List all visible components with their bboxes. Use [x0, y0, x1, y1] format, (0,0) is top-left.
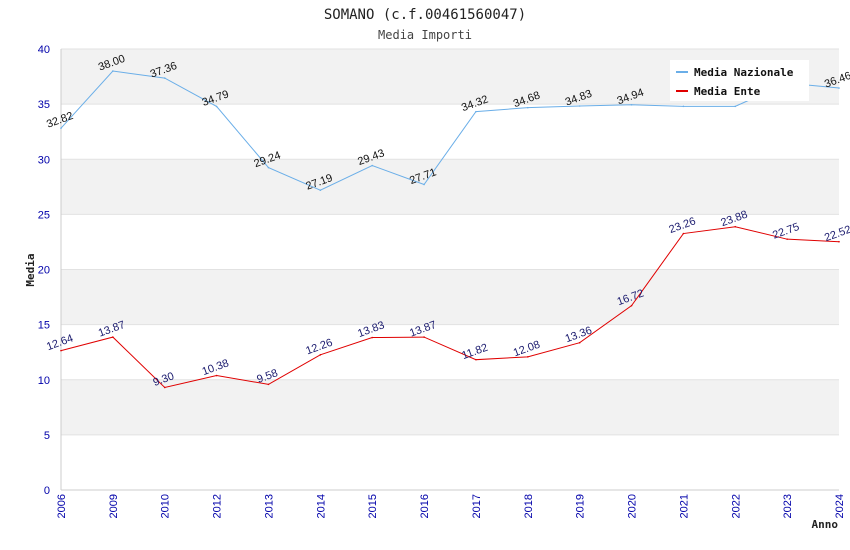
data-point [527, 106, 529, 109]
data-point [475, 358, 477, 361]
data-point [682, 105, 685, 108]
y-tick-label: 5 [44, 430, 50, 442]
data-point [319, 189, 322, 192]
grid-band [61, 269, 839, 325]
data-point [682, 232, 685, 235]
data-point [112, 70, 114, 72]
data-point [734, 225, 737, 228]
x-tick-label: 2013 [263, 494, 275, 518]
data-point [112, 336, 114, 338]
data-point [578, 105, 581, 107]
x-tick-label: 2019 [575, 494, 587, 518]
y-axis-label: Media [24, 253, 37, 286]
grid-bands [61, 49, 839, 490]
data-point [786, 238, 788, 240]
series-line [60, 226, 840, 389]
data-point [163, 386, 166, 389]
data-point [527, 356, 529, 358]
chart-title: SOMANO (c.f.00461560047) [324, 7, 526, 23]
grid-band [61, 379, 839, 435]
y-tick-label: 15 [38, 320, 50, 332]
data-point [215, 105, 218, 108]
data-point [267, 383, 270, 386]
y-axis-ticks: 0 5 10 15 20 25 30 35 40 [38, 44, 50, 497]
data-point [578, 341, 581, 344]
chart-subtitle: Media Importi [378, 28, 472, 42]
y-tick-label: 40 [38, 44, 50, 56]
data-point [423, 183, 425, 186]
grid-band [61, 159, 839, 215]
data-point [371, 164, 374, 167]
data-point [630, 103, 633, 106]
x-tick-label: 2014 [315, 494, 327, 518]
data-point [734, 105, 737, 108]
x-axis-ticks: 2006 2009 2010 2012 2013 2014 2015 2016 2017 2018… [56, 494, 846, 518]
x-tick-label: 2018 [523, 494, 535, 518]
y-tick-label: 20 [38, 265, 50, 277]
y-tick-label: 0 [44, 485, 50, 497]
grid-band [61, 214, 839, 270]
x-tick-label: 2022 [730, 494, 742, 518]
x-tick-label: 2023 [782, 494, 794, 518]
y-tick-label: 10 [38, 375, 50, 387]
grid-band [61, 434, 839, 490]
data-point [60, 127, 62, 129]
x-tick-label: 2012 [212, 494, 224, 518]
data-point [60, 349, 62, 352]
legend-label: Media Ente [694, 85, 761, 98]
x-tick-label: 2009 [108, 494, 120, 518]
data-point [423, 336, 425, 338]
data-point [838, 87, 840, 89]
data-point [319, 354, 322, 356]
y-tick-label: 35 [38, 99, 50, 111]
legend-box [670, 60, 809, 101]
x-tick-label: 2016 [419, 494, 431, 518]
legend: Media Nazionale Media Ente [670, 60, 809, 101]
data-point [267, 166, 270, 169]
data-point [475, 110, 477, 113]
data-point [215, 374, 218, 377]
grid-band [61, 104, 839, 160]
grid-band [61, 324, 839, 380]
x-tick-label: 2015 [367, 494, 379, 518]
data-point [838, 240, 840, 243]
data-point [163, 77, 166, 79]
x-tick-label: 2021 [678, 494, 690, 518]
y-tick-label: 25 [38, 209, 50, 221]
grid-lines [60, 48, 839, 491]
x-tick-label: 2020 [627, 494, 639, 518]
legend-label: Media Nazionale [694, 66, 794, 79]
y-tick-label: 30 [38, 154, 50, 166]
x-tick-label: 2006 [56, 494, 68, 518]
x-tick-label: 2017 [471, 494, 483, 518]
x-tick-label: 2010 [160, 494, 172, 518]
data-point [630, 304, 633, 307]
series-line [60, 70, 840, 191]
x-axis-label: Anno [812, 518, 839, 531]
data-point [371, 336, 374, 339]
x-tick-label: 2024 [834, 494, 846, 518]
